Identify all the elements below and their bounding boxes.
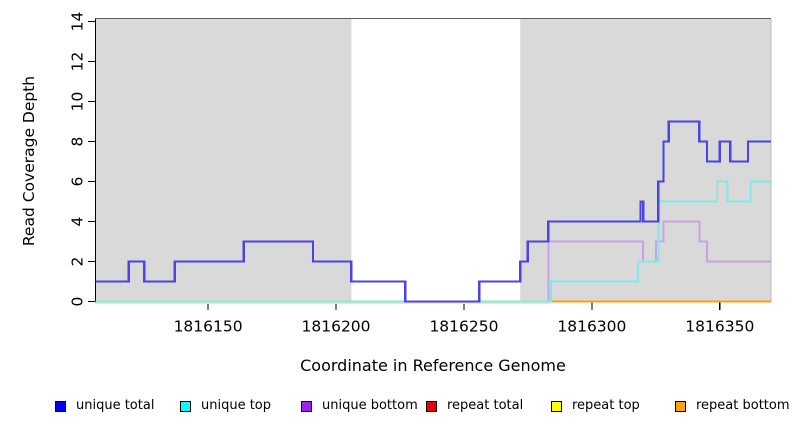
series-unique-total-line [95,120,771,303]
legend-item-unique-total: unique total [55,397,154,415]
y-tick-label-12: 12 [69,52,87,72]
legend-item-unique-bottom: unique bottom [301,397,418,415]
legend-swatch-repeat-top [551,400,562,412]
series-unique-top-line [95,180,771,303]
legend-swatch-unique-top [180,400,191,412]
y-tick-label-10: 10 [69,92,87,112]
x-tick-label-1816350: 1816350 [685,318,754,336]
x-tick-label-1816150: 1816150 [174,318,243,336]
y-tick-label-14: 14 [69,12,87,32]
legend-swatch-unique-bottom [301,400,312,412]
x-tick-label-1816200: 1816200 [302,318,371,336]
x-axis-title: Coordinate in Reference Genome [300,356,566,375]
y-tick-label-4: 4 [69,217,87,227]
legend-item-repeat-total: repeat total [426,397,523,415]
legend-swatch-unique-total [55,400,66,412]
legend-item-repeat-top: repeat top [551,397,640,415]
legend-label-unique-bottom: unique bottom [322,398,418,413]
legend-label-unique-total: unique total [76,398,155,413]
legend-label-repeat-bottom: repeat bottom [696,398,790,413]
x-tick-label-1816300: 1816300 [557,318,626,336]
legend-item-unique-top: unique top [180,397,271,415]
legend-label-repeat-top: repeat top [572,398,640,413]
y-tick-label-8: 8 [69,137,87,147]
legend-swatch-repeat-bottom [675,400,686,412]
legend: unique total unique top unique bottom repea… [0,397,792,417]
shaded-region-0 [95,19,352,303]
y-tick-label-2: 2 [69,257,87,267]
x-tick-label-1816250: 1816250 [429,318,498,336]
y-tick-label-0: 0 [69,297,87,307]
legend-swatch-repeat-total [426,400,437,412]
legend-item-repeat-bottom: repeat bottom [675,397,790,415]
series-unique-bottom-line [95,220,771,303]
y-tick-label-6: 6 [69,177,87,187]
y-axis-title: Read Coverage Depth [20,75,38,247]
legend-label-repeat-total: repeat total [447,398,524,413]
legend-label-unique-top: unique top [201,398,272,413]
